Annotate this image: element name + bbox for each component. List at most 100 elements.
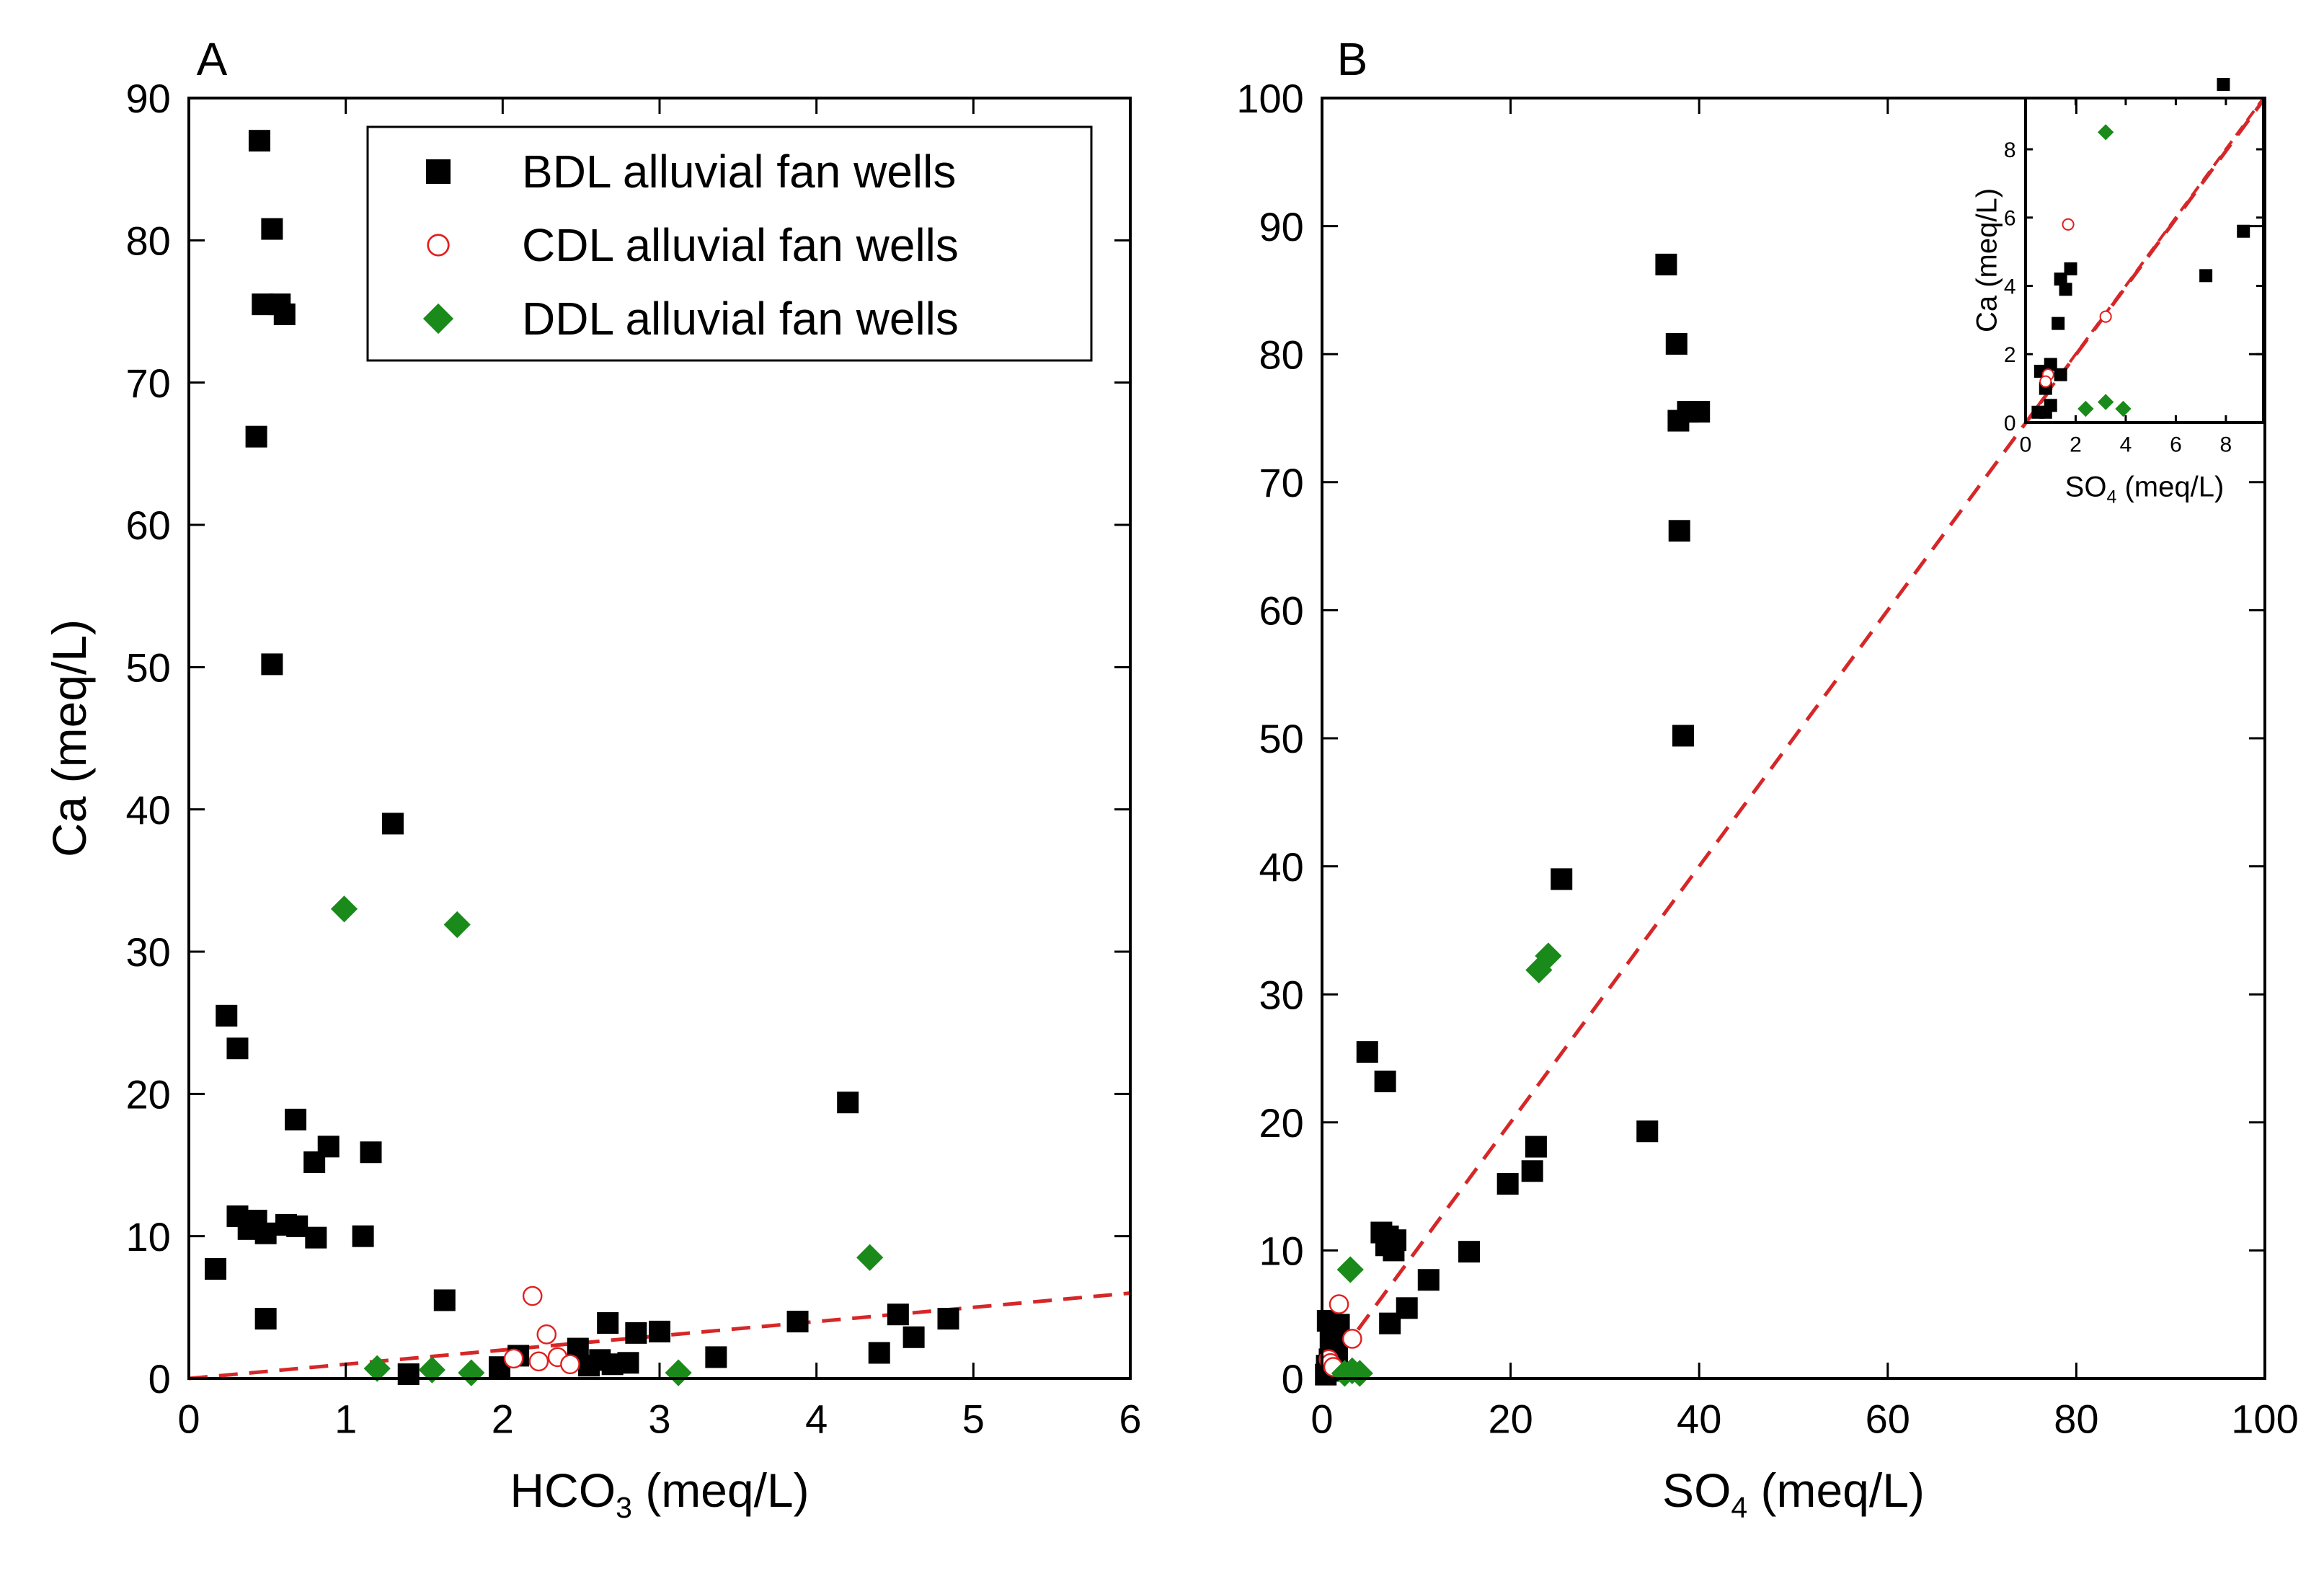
panel-a-series-0-point-31 <box>649 1320 670 1342</box>
panel-a-xtick-label: 0 <box>177 1397 200 1442</box>
panel-b-inset-series-2-point-3 <box>2115 400 2132 417</box>
panel-b-inset-series-0-point-11 <box>2199 269 2213 283</box>
panel-b-inset-series-0-point-3 <box>2052 317 2065 330</box>
panel-b-inset-series-1-point-1 <box>2099 310 2112 323</box>
panel-a-series-1-point-2 <box>503 1348 524 1369</box>
panel-b-series-0-point-19 <box>1458 1241 1481 1263</box>
panel-a-series-0-point-10 <box>837 1092 859 1114</box>
panel-b-series-0-point-11 <box>1525 1136 1547 1158</box>
panel-b-inset-series-0-point-2 <box>2059 283 2072 296</box>
panel-b-inset-y-axis-label: Ca (meq/L) <box>1972 188 2003 332</box>
panel-b-inset-series-0-point-1 <box>2054 273 2067 286</box>
panel-b-xtick-label: 40 <box>1677 1397 1721 1442</box>
panel-b-series-0-point-22 <box>1379 1312 1401 1335</box>
panel-b-series-0-point-6 <box>1672 725 1694 747</box>
panel-a-series-2-point-0 <box>330 895 358 923</box>
panel-a-xtick-label: 4 <box>805 1397 828 1442</box>
panel-a-ytick-label: 40 <box>126 787 171 833</box>
panel-b-inset-x-axis-label: SO4 (meq/L) <box>2065 472 2225 508</box>
panel-b-inset-ytick-label: 0 <box>2004 412 2016 435</box>
panel-a-series-2-point-4 <box>418 1356 445 1384</box>
panel-b-x-axis-label: SO4 (meq/L) <box>1662 1464 1925 1524</box>
panel-b-inset-ytick-label: 6 <box>2004 207 2016 231</box>
panel-b-ytick-label: 10 <box>1259 1229 1304 1274</box>
panel-a-xtick-label: 3 <box>648 1397 670 1442</box>
panel-a-series-2-point-2 <box>856 1244 884 1271</box>
panel-b-ytick-label: 90 <box>1259 204 1304 249</box>
panel-b-inset-ytick-label: 2 <box>2004 343 2016 367</box>
legend-marker-1 <box>427 234 450 257</box>
panel-b-series-2-point-5 <box>1346 1360 1373 1387</box>
panel-a-series-0-point-4 <box>273 303 296 325</box>
panel-a-xtick-label: 1 <box>334 1397 357 1442</box>
panel-b-inset-series-2-point-0 <box>2097 124 2114 141</box>
panel-b-inset-series-2-point-1 <box>2077 400 2094 417</box>
panel-a-series-0-point-5 <box>245 425 267 448</box>
legend-marker-2 <box>422 303 454 335</box>
legend-label-0: BDL alluvial fan wells <box>522 146 956 198</box>
panel-b-series-0-point-0 <box>1655 253 1677 275</box>
panel-a-series-0-point-6 <box>261 653 283 676</box>
panel-b-inset-series-0-point-13 <box>2217 78 2230 92</box>
panel-b-inset-series-0-point-4 <box>2054 368 2067 381</box>
panel-b-xtick-label: 100 <box>2231 1397 2298 1442</box>
legend-label-1: CDL alluvial fan wells <box>522 219 959 271</box>
panel-a-series-0-point-21 <box>352 1225 374 1247</box>
panel-a-ytick-label: 10 <box>126 1214 171 1260</box>
panel-b-inset-series-1-point-3 <box>2039 375 2052 388</box>
panel-b-inset-xtick-label: 2 <box>2070 433 2082 457</box>
panel-a-ytick-label: 80 <box>126 218 171 263</box>
panel-b-ytick-label: 40 <box>1259 844 1304 890</box>
panel-b-ytick-label: 50 <box>1259 716 1304 761</box>
panel-a-ytick-label: 70 <box>126 360 171 406</box>
panel-a-series-0-point-32 <box>902 1326 925 1348</box>
panel-b-ytick-label: 70 <box>1259 460 1304 505</box>
panel-b-xtick-label: 60 <box>1866 1397 1910 1442</box>
panel-a-series-1-point-0 <box>522 1285 543 1306</box>
panel-a-series-0-point-30 <box>625 1322 647 1344</box>
panel-a-series-0-point-1 <box>261 218 283 240</box>
panel-b-series-0-point-18 <box>1383 1239 1405 1262</box>
legend-marker-0 <box>426 159 451 184</box>
panel-b-xtick-label: 0 <box>1310 1397 1333 1442</box>
panel-a-x-axis-label: HCO3 (meq/L) <box>510 1464 809 1524</box>
panel-b-series-0-point-5 <box>1668 520 1690 542</box>
panel-a-series-2-point-5 <box>458 1359 485 1386</box>
legend-label-2: DDL alluvial fan wells <box>522 293 959 345</box>
panel-b-ytick-label: 80 <box>1259 332 1304 377</box>
panel-a-xtick-label: 2 <box>492 1397 514 1442</box>
panel-a-series-0-point-0 <box>248 130 270 152</box>
panel-b-series-0-point-4 <box>1688 401 1711 423</box>
panel-a-series-0-point-42 <box>397 1363 420 1386</box>
panel-b-series-0-point-9 <box>1374 1070 1396 1092</box>
panel-b-series-1-point-0 <box>1329 1294 1349 1314</box>
panel-b-series-0-point-10 <box>1636 1120 1659 1143</box>
panel-b-inset-series-2-point-2 <box>2097 394 2114 410</box>
panel-a-ytick-label: 30 <box>126 929 171 975</box>
legend-box <box>366 125 1093 362</box>
panel-b-ytick-label: 20 <box>1259 1100 1304 1146</box>
panel-a-series-0-point-11 <box>285 1108 307 1130</box>
panel-a-series-0-point-29 <box>597 1312 619 1335</box>
panel-a-series-0-point-14 <box>303 1151 326 1174</box>
panel-b-inset-ytick-label: 8 <box>2004 138 2016 162</box>
panel-a-series-2-point-1 <box>443 911 471 939</box>
panel-a-title: A <box>197 33 228 85</box>
legend: BDL alluvial fan wells CDL alluvial fan w… <box>366 125 1093 362</box>
panel-a-series-0-point-23 <box>205 1258 227 1280</box>
panel-a-series-0-point-22 <box>305 1226 327 1249</box>
panel-b-series-0-point-7 <box>1551 868 1573 890</box>
panel-b-inset-xtick-label: 0 <box>2020 433 2032 457</box>
panel-b-xtick-label: 80 <box>2054 1397 2098 1442</box>
panel-b-inset-series-0-point-0 <box>2064 262 2077 275</box>
panel-b-inset-xtick-label: 8 <box>2220 433 2232 457</box>
panel-b-inset-series-1-point-0 <box>2062 218 2075 231</box>
panel-a-series-2-point-6 <box>665 1359 692 1386</box>
panel-b-inset-series-0-point-12 <box>2237 224 2250 238</box>
panel-b-series-0-point-20 <box>1417 1269 1440 1291</box>
panel-b-xtick-label: 20 <box>1488 1397 1533 1442</box>
panel-a-ytick-label: 60 <box>126 503 171 548</box>
panel-a-series-0-point-20 <box>254 1222 277 1244</box>
